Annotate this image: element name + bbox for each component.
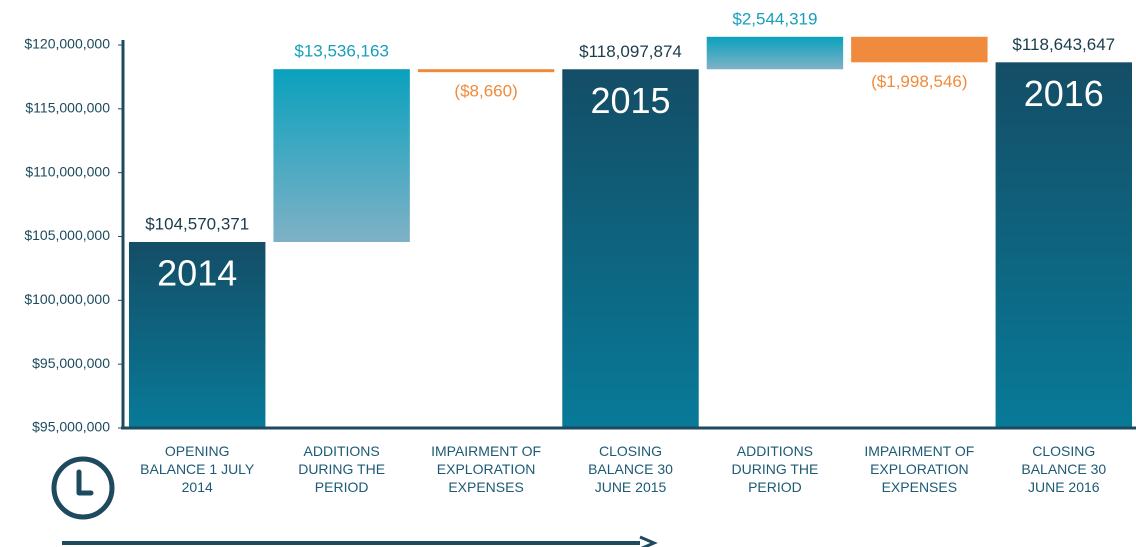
y-tick-label: $95,000,000 (32, 419, 110, 435)
y-tick-label: $95,000,000 (32, 355, 110, 371)
x-tick-label: CLOSING BALANCE 30 JUNE 2015 (588, 443, 673, 495)
x-tick-label: IMPAIRMENT OF EXPLORATION EXPENSES (431, 443, 542, 495)
bar (562, 69, 699, 427)
year-label: 2014 (157, 253, 237, 294)
x-tick-label: OPENING BALANCE 1 JULY 2014 (140, 443, 255, 495)
year-label: 2016 (1024, 73, 1104, 114)
bar (417, 69, 555, 73)
bar (995, 62, 1132, 427)
y-tick-label: $100,000,000 (24, 291, 110, 307)
value-label: ($8,660) (454, 82, 517, 101)
y-tick-label: $105,000,000 (24, 227, 110, 243)
value-label: $118,643,647 (1012, 35, 1115, 54)
year-label: 2015 (590, 80, 670, 121)
bar (706, 36, 844, 70)
value-label: $13,536,163 (294, 42, 389, 61)
clock-icon (51, 456, 115, 520)
y-tick-label: $110,000,000 (25, 163, 110, 179)
value-label: $104,570,371 (145, 214, 249, 233)
y-tick-label: $120,000,000 (24, 36, 110, 52)
x-tick-label: CLOSING BALANCE 30 JUNE 2016 (1021, 443, 1107, 495)
x-tick-label: ADDITIONS DURING THE PERIOD (298, 443, 386, 495)
value-label: ($1,998,546) (871, 72, 967, 91)
value-label: $2,544,319 (732, 9, 817, 28)
x-tick-label: IMPAIRMENT OF EXPLORATION EXPENSES (864, 443, 975, 495)
bar (129, 241, 266, 427)
bar (273, 69, 410, 242)
x-tick-label: ADDITIONS DURING THE PERIOD (731, 443, 819, 495)
timeline-arrow (62, 535, 658, 547)
bar (851, 36, 988, 63)
value-label: $118,097,874 (579, 42, 682, 61)
y-tick-label: $115,000,000 (25, 100, 110, 116)
